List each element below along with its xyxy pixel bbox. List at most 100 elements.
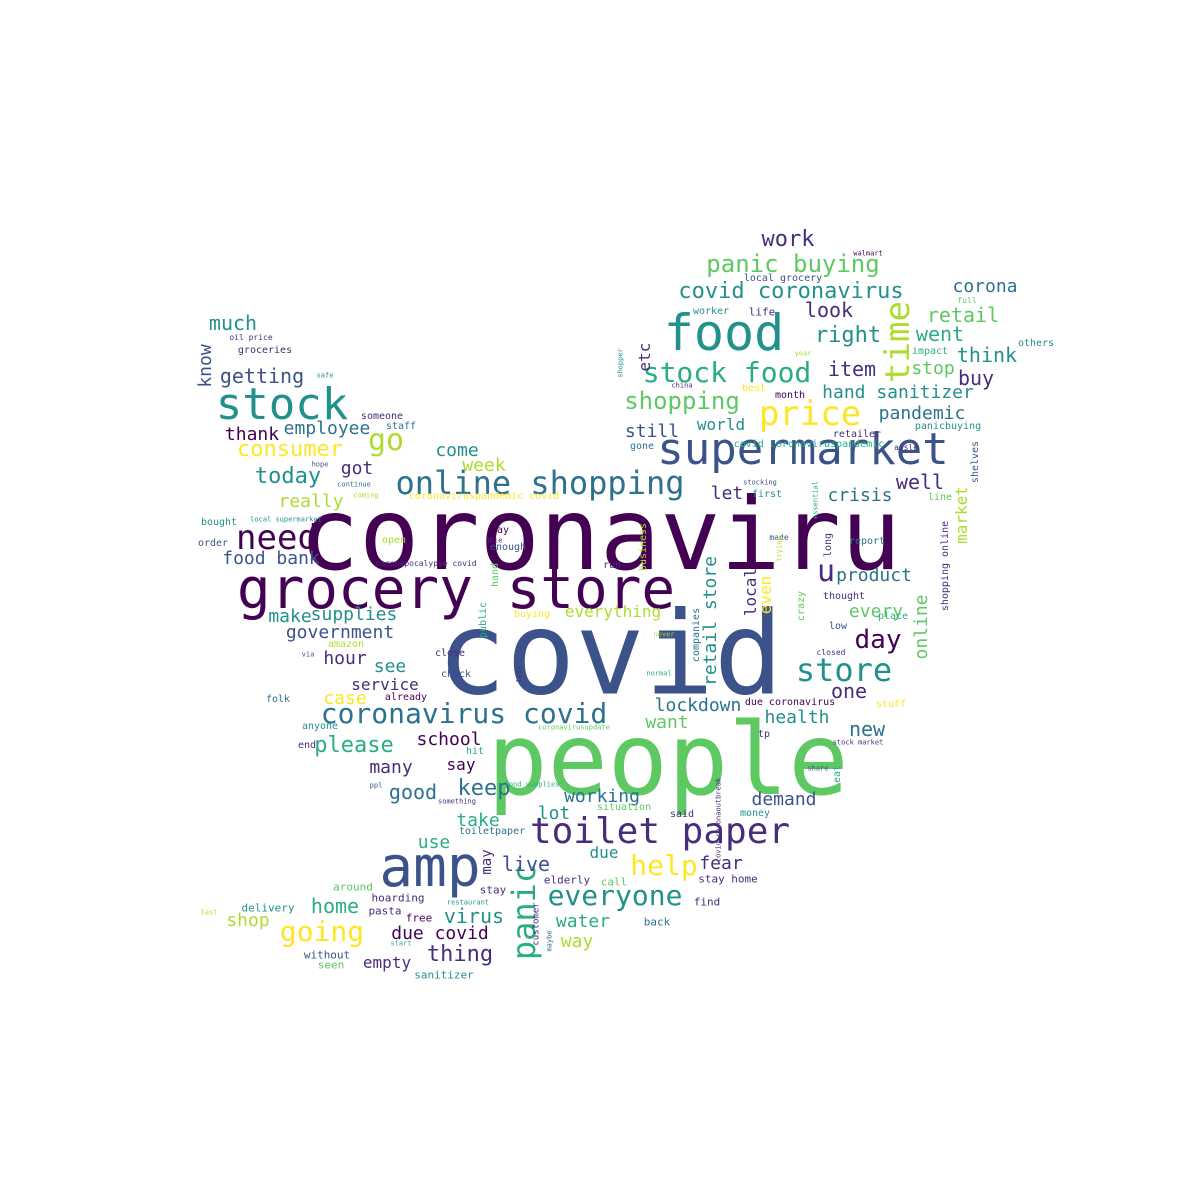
word-close: close [434,648,466,659]
word-pasta: pasta [368,904,402,918]
word-sanitizer: sanitizer [414,968,474,982]
word-someone: someone [360,411,404,422]
word-ppl: ppl [369,781,383,790]
word-trying: trying [775,536,784,562]
word-covid-coronavirus: covid coronavirus [678,279,904,304]
word-working: working [564,786,640,807]
word-grocery-store: grocery store [236,557,676,622]
word-left: left [515,665,524,683]
word-via: via [301,650,315,659]
word-shelves: shelves [970,440,981,484]
word-buying: buying [513,609,551,620]
word-continue: continue [337,480,371,489]
word-tp: tp [757,729,771,740]
word-money: money [739,808,771,819]
word-month: month [774,390,806,401]
word-even: even [756,575,775,615]
word-market: market [952,486,971,544]
word-retailer: retailer [832,429,882,440]
word-government: government [285,622,395,643]
word-please: please [314,733,394,758]
word-stock-food: stock food [642,356,812,389]
word-still: still [624,421,680,442]
word-run: run [602,560,622,571]
word-already: already [384,692,428,703]
word-corona: corona [952,276,1018,297]
word-share: share [807,764,829,773]
word-everyone: everyone [547,879,683,912]
word-stocking: stocking [743,478,777,487]
word-start: start [390,939,412,948]
word-shopper: shopper [616,348,625,378]
word-people: people [487,701,849,818]
word-something: something [438,797,476,806]
word-toiletpaper: toiletpaper [458,826,526,837]
word-item: item [827,357,877,381]
word-demand: demand [751,789,817,810]
word-water: water [555,911,611,932]
word-coronavirusupdate: coronavirusupdate [538,723,610,732]
word-thank: thank [224,424,280,445]
word-said: said [669,809,695,820]
word-toilet-paper: toilet paper [529,811,791,852]
word-keep: keep [457,776,511,801]
word-worker: worker [692,306,730,317]
word-due-covid: due covid [391,923,489,944]
word-hoarding: hoarding [371,891,425,905]
word-crisis: crisis [827,485,893,506]
word-around: around [333,880,373,894]
word-today: today [254,464,322,489]
word-end: end [297,740,317,751]
word-stock: stock [215,379,349,430]
word-well: well [895,470,945,494]
word-look: look [804,298,854,322]
word-report: report [848,536,886,547]
word-public: public [478,601,489,639]
word-one: one [830,679,868,703]
word-folk: folk [265,694,291,705]
word-aisle: aisle [893,443,919,452]
word-check: check [440,669,472,680]
word-safe: safe [316,371,334,380]
word-need: need [236,518,318,558]
word-without: without [303,948,351,962]
word-see: see [373,656,407,677]
word-lot: lot [537,803,571,824]
word-health: health [764,707,830,728]
word-stop: stop [911,358,955,379]
word-closed: closed [816,648,846,657]
word-good: good [388,780,438,804]
word-let: let [710,483,744,504]
word-crazy: crazy [796,590,807,622]
word-going: going [279,915,365,948]
word-stay: stay [479,883,507,897]
word-customer: customer [531,902,542,946]
word-coronavirus-covid: coronavirus covid [320,697,608,730]
word-went: went [915,322,965,346]
word-hit: hit [465,746,485,757]
word-coronaviruspandemic-covid: coronaviruspandemic covid [408,491,560,502]
word-able: able [485,536,503,545]
word-amazon: amazon [327,639,365,650]
word-way: way [560,931,594,952]
word-maybe: maybe [545,930,554,952]
word-year: year [794,349,812,358]
word-impact: impact [911,346,949,357]
word-retail-store: retail store [700,555,721,687]
word-coronaviru: coronaviru [298,476,902,593]
word-low: low [828,621,848,632]
word-world: world [696,415,746,434]
word-groceries: groceries [237,345,293,356]
word-shopping-online: shopping online [940,520,951,612]
word-stuff: stuff [875,699,907,710]
word-product: product [836,565,912,586]
word-hour: hour [323,648,367,669]
word-hand-sanitizer: hand sanitizer [822,382,974,403]
word-supplies: supplies [310,604,398,625]
word-china: china [671,381,693,390]
word-back: back [643,915,671,929]
word-shop: shop [226,910,270,931]
word-price: price [758,394,862,434]
word-may: may [479,849,495,875]
word-others: others [1017,338,1055,349]
